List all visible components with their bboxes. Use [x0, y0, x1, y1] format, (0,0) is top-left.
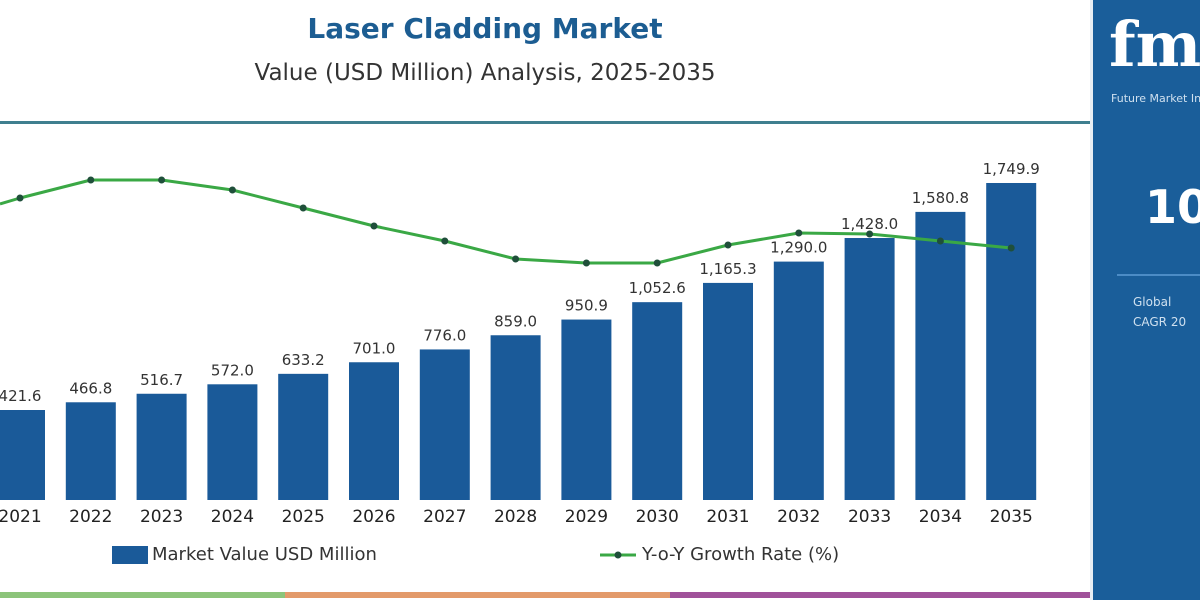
x-tick-2034: 2034 — [919, 507, 962, 527]
bar-2033 — [844, 238, 895, 500]
data-label-2034: 1,580.8 — [912, 189, 969, 207]
bar-2028 — [490, 335, 541, 500]
data-label-2023: 516.7 — [140, 371, 183, 389]
panel-divider — [1117, 274, 1200, 276]
data-label-2031: 1,165.3 — [699, 260, 756, 278]
data-label-2035: 1,749.9 — [983, 160, 1040, 178]
legend-label: Y-o-Y Growth Rate (%) — [642, 544, 840, 565]
bar-2030 — [632, 302, 683, 500]
data-label-2022: 466.8 — [69, 379, 112, 397]
bar-2034 — [915, 211, 966, 500]
bar-2022 — [65, 402, 116, 500]
cagr-label-line-1: Global — [1133, 295, 1172, 309]
x-tick-2030: 2030 — [636, 507, 679, 527]
legend-line-swatch — [600, 551, 636, 558]
data-label-2030: 1,052.6 — [629, 279, 686, 297]
growth-point-2024 — [228, 186, 236, 194]
bar-2025 — [278, 373, 329, 500]
legend-item-market-value: Market Value USD Million — [112, 544, 377, 565]
data-label-2021: 421.6 — [0, 387, 41, 405]
legend-label: Market Value USD Million — [152, 544, 377, 565]
bar-2031 — [703, 282, 753, 500]
growth-point-2027 — [441, 237, 449, 245]
data-label-2033: 1,428.0 — [841, 215, 898, 233]
cagr-value: 10. — [1145, 180, 1200, 234]
growth-point-2028 — [512, 255, 520, 263]
cagr-label-line-2: CAGR 20 — [1133, 315, 1187, 329]
x-tick-2025: 2025 — [282, 507, 325, 527]
x-tick-2032: 2032 — [777, 507, 820, 527]
legend-item-growth-rate: Y-o-Y Growth Rate (%) — [598, 544, 839, 565]
data-label-2032: 1,290.0 — [770, 239, 827, 257]
x-tick-2026: 2026 — [352, 507, 395, 527]
data-label-2027: 776.0 — [423, 326, 466, 344]
x-tick-2027: 2027 — [423, 507, 466, 527]
x-tick-2033: 2033 — [848, 507, 891, 527]
bar-2032 — [773, 261, 824, 500]
bar-2026 — [349, 362, 399, 500]
x-tick-2035: 2035 — [990, 507, 1033, 527]
x-tick-2029: 2029 — [565, 507, 608, 527]
x-tick-2031: 2031 — [706, 507, 749, 527]
growth-point-2029 — [582, 259, 590, 267]
growth-point-2022 — [87, 176, 95, 184]
growth-point-2031 — [724, 241, 732, 249]
x-tick-2021: 2021 — [0, 507, 42, 527]
footer-stripe-orange — [285, 592, 670, 598]
title-divider — [0, 121, 1090, 124]
chart-plot: 421.6 2021 466.8 2022 516.7 2023 572.0 2024 633.… — [0, 160, 1040, 527]
growth-point-2035 — [1007, 244, 1015, 252]
growth-point-2026 — [370, 222, 378, 230]
bar-2027 — [419, 349, 470, 500]
growth-point-2021 — [16, 194, 24, 202]
data-label-2024: 572.0 — [211, 361, 254, 379]
chart-title: Laser Cladding Market — [307, 12, 663, 45]
data-label-2029: 950.9 — [565, 297, 608, 315]
legend-bar-swatch — [112, 545, 148, 564]
cagr-label: Global CAGR 20 — [1133, 292, 1186, 332]
side-panel: fmi Future Market Insights 10. Global CA… — [1090, 0, 1200, 600]
bar-2029 — [561, 319, 612, 500]
brand-subtext: Future Market Insights — [1111, 92, 1200, 105]
chart-subtitle: Value (USD Million) Analysis, 2025-2035 — [254, 60, 716, 86]
growth-point-2023 — [158, 176, 166, 184]
bar-2024 — [207, 384, 258, 500]
footer-stripe-purple — [670, 592, 1090, 598]
data-label-2028: 859.0 — [494, 312, 537, 330]
growth-point-2025 — [299, 204, 307, 212]
x-tick-2024: 2024 — [211, 507, 254, 527]
x-tick-2023: 2023 — [140, 507, 183, 527]
bar-2023 — [136, 393, 187, 500]
growth-rate-line — [0, 178, 1012, 265]
data-label-2025: 633.2 — [282, 351, 325, 369]
bar-2021 — [0, 410, 45, 500]
growth-point-2034 — [936, 237, 944, 245]
footer-stripe-green — [0, 592, 285, 598]
data-label-2026: 701.0 — [353, 339, 396, 357]
growth-point-2032 — [795, 229, 803, 237]
x-tick-2022: 2022 — [69, 507, 112, 527]
growth-point-2033 — [866, 230, 874, 238]
bar-2035 — [986, 182, 1037, 500]
growth-point-2030 — [653, 259, 661, 267]
brand-logo: fmi — [1109, 8, 1200, 81]
x-tick-2028: 2028 — [494, 507, 537, 527]
